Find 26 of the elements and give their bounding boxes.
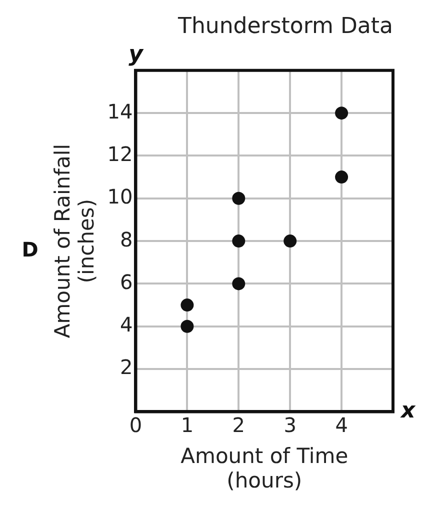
x-tick-label: 1 <box>180 412 194 437</box>
point <box>180 298 194 312</box>
text: y <box>128 42 145 68</box>
x-tick-label: 4 <box>335 412 348 437</box>
y-tick-label: 10 <box>107 184 133 209</box>
point <box>180 320 194 333</box>
y-axis-title: Amount of Rainfall (inches) <box>50 144 99 338</box>
point <box>232 192 246 205</box>
y-tick-label: 8 <box>120 227 133 252</box>
point <box>232 277 246 290</box>
y-tick-label: 6 <box>120 270 133 294</box>
point <box>232 234 246 248</box>
x-tick-label: 0 <box>129 412 142 437</box>
text: D <box>22 237 38 262</box>
x-tick-label: 3 <box>284 412 296 437</box>
y-tick-label: 12 <box>107 142 133 166</box>
point <box>284 234 297 248</box>
y-tick-label: 4 <box>120 312 133 337</box>
chart-title: Thunderstorm Data <box>177 14 393 39</box>
text: x <box>400 398 416 424</box>
point <box>335 170 348 184</box>
y-tick-label: 2 <box>120 355 133 380</box>
y-tick-label: 14 <box>107 99 133 124</box>
x-tick-label: 2 <box>232 412 246 437</box>
x-axis-title: Amount of Time (hours) <box>180 444 348 492</box>
point <box>335 106 348 120</box>
